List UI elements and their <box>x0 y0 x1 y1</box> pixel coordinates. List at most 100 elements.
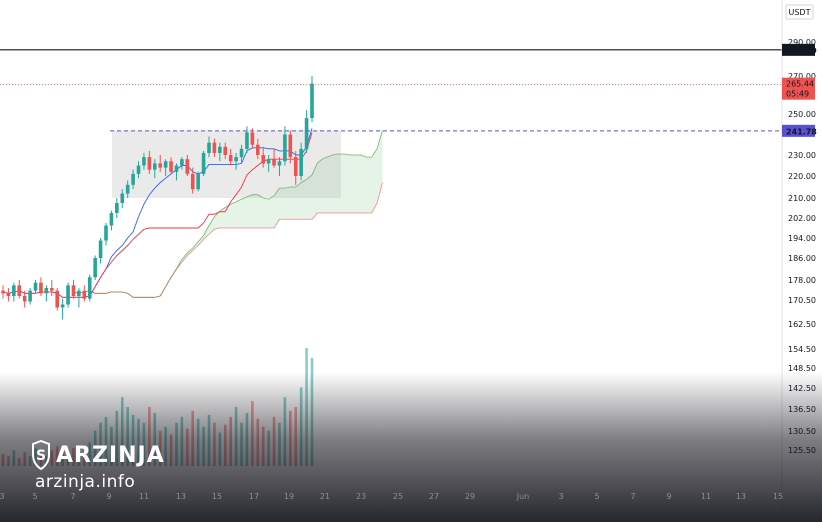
candle-body <box>66 285 70 305</box>
candle-body <box>207 142 211 153</box>
candle <box>87 274 92 302</box>
candle-body <box>158 163 163 168</box>
time-axis[interactable]: 3 5 7 9 11 13 15 17 19 21 23 25 27 29 Jun 3 5 7 9 11 13 15 <box>0 489 790 503</box>
volume-bar <box>191 410 195 466</box>
price-tick-label: 270.00 <box>788 72 816 81</box>
price-tick-label: 210.00 <box>788 194 816 203</box>
candle-body <box>277 161 282 166</box>
candle <box>115 198 119 218</box>
candle-body <box>234 157 238 162</box>
candle-body <box>120 193 125 203</box>
time-tick-label: 11 <box>701 492 711 501</box>
volume-bar <box>251 401 254 466</box>
candle-body <box>125 184 130 194</box>
time-tick-label: 11 <box>139 492 149 501</box>
candle <box>180 157 184 170</box>
candle-body <box>283 134 287 162</box>
candle-body <box>12 285 16 296</box>
candle-body <box>163 161 168 168</box>
candle-body <box>190 173 195 190</box>
candle-body <box>272 159 276 166</box>
resistance-tag <box>782 43 815 56</box>
support-tag-text: 241.78 <box>786 127 817 136</box>
volume-bar <box>294 407 298 466</box>
time-tick-label: 23 <box>356 492 366 501</box>
candle <box>71 280 76 299</box>
time-tick-label: 9 <box>106 492 111 501</box>
volume-bar <box>272 416 276 466</box>
volume-bar <box>23 452 26 466</box>
candle-body <box>299 148 303 176</box>
candle-countdown: 05:49 <box>786 90 809 99</box>
candle <box>44 285 49 302</box>
candle-body <box>239 148 244 158</box>
volume-bar <box>240 422 243 466</box>
volume-bar <box>175 422 178 466</box>
candle-body <box>250 132 255 145</box>
candle-body <box>147 157 152 170</box>
candle-body <box>310 83 314 119</box>
candle <box>33 280 38 294</box>
candle-body <box>201 152 206 174</box>
price-axis[interactable]: USDT 290.00 270.00 250.00 230.00 220.00 210.00… <box>781 0 822 522</box>
currency-badge <box>785 4 814 20</box>
brand-name: ARZINJA <box>56 442 165 468</box>
volume-bar <box>180 416 184 466</box>
candle <box>163 159 168 176</box>
volume-bar <box>218 432 222 466</box>
candle <box>239 144 244 164</box>
volume-bar <box>261 426 265 466</box>
candle <box>17 280 22 299</box>
volume-bar <box>7 456 10 466</box>
price-tick-label: 170.50 <box>788 296 816 305</box>
candle-body <box>228 155 233 162</box>
candle-body <box>196 173 200 190</box>
candle <box>131 169 135 190</box>
volume-bar <box>283 397 287 466</box>
candle-body <box>6 293 11 296</box>
volume-bar <box>202 426 205 466</box>
last-price-tag <box>782 77 815 100</box>
volume-bar <box>17 458 21 466</box>
price-tick-label: 194.00 <box>788 234 816 243</box>
volume-bar <box>256 418 260 466</box>
candle-body <box>87 277 92 299</box>
time-tick-label: 7 <box>70 492 75 501</box>
candle <box>136 161 141 179</box>
brand-watermark: S ARZINJA arzinja.info <box>30 440 165 492</box>
candle <box>152 159 157 179</box>
volume-bar <box>186 428 189 466</box>
candle <box>299 142 303 181</box>
volume-bar <box>223 424 227 466</box>
time-tick-label: 13 <box>736 492 746 501</box>
candle <box>196 171 200 192</box>
candle <box>288 130 293 164</box>
candle-body <box>288 134 293 158</box>
candle <box>266 155 271 172</box>
candle <box>201 150 206 176</box>
candle <box>125 180 130 198</box>
candle <box>22 290 27 308</box>
time-tick-label: 29 <box>465 492 475 501</box>
candle <box>293 150 298 185</box>
price-tick-label: 178.00 <box>788 276 816 285</box>
currency-label: USDT <box>789 8 811 17</box>
candle-body <box>104 225 108 241</box>
price-tick-label: 202.00 <box>788 214 816 223</box>
candle-body <box>180 159 184 166</box>
candle <box>261 146 266 168</box>
volume-bar <box>289 410 292 466</box>
brand-site: arzinja.info <box>35 472 136 492</box>
candle-body <box>28 290 32 302</box>
candle-body <box>245 132 249 149</box>
candle-body <box>255 144 260 155</box>
candle <box>185 155 190 176</box>
time-tick-label: 7 <box>630 492 635 501</box>
price-tick-label: 154.50 <box>788 345 816 354</box>
volume-bar <box>305 348 308 466</box>
candle-body <box>185 159 190 174</box>
candle <box>207 136 211 158</box>
svg-text:S: S <box>36 448 46 464</box>
cloud-fill <box>73 130 383 298</box>
price-tick-label: 162.50 <box>788 320 816 329</box>
